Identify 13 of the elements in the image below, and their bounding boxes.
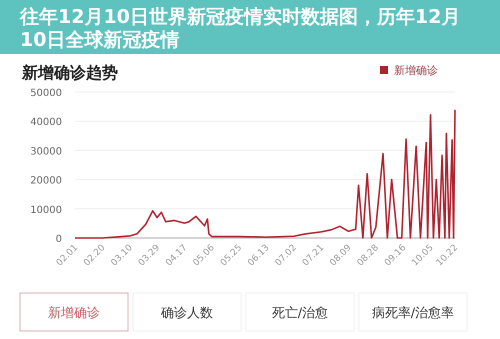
banner: 往年12月10日世界新冠疫情实时数据图，历年12月10日全球新冠疫情	[0, 0, 500, 54]
text: 确诊人数	[160, 306, 213, 321]
y-tick-label: 0	[56, 234, 62, 245]
chart-title: 新增确诊趋势	[21, 63, 118, 82]
text: 新增确诊	[48, 306, 100, 321]
y-tick-label: 20000	[30, 176, 62, 187]
y-tick-label: 10000	[30, 204, 62, 216]
text: 病死率/治愈率	[372, 305, 454, 321]
y-tick-label: 50000	[30, 88, 62, 99]
y-tick-label: 30000	[30, 146, 62, 158]
legend-label: 新增确诊	[394, 64, 438, 77]
text: 死亡/治愈	[272, 305, 328, 321]
y-tick-label: 40000	[30, 117, 62, 128]
